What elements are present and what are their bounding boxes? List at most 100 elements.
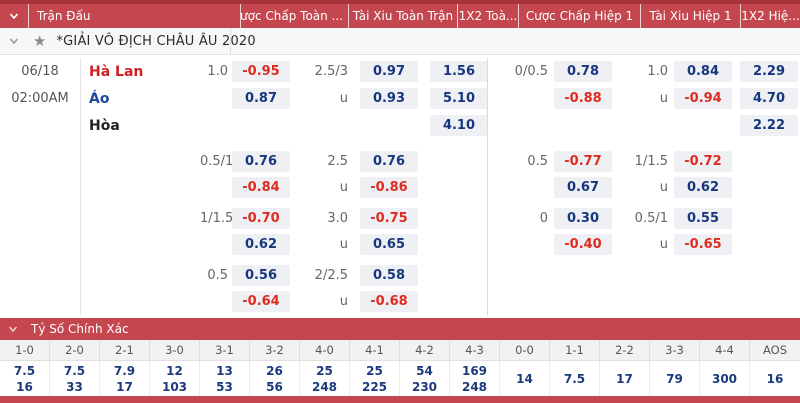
score-odds[interactable]: 54 [416,363,433,378]
score-odds[interactable]: 25 [316,363,333,378]
odds-under-h1[interactable]: -0.94 [674,88,732,109]
correct-score-title: Tỷ Số Chính Xác [31,322,129,336]
score-odds-column: 7.5 16 [0,361,50,396]
star-icon[interactable]: ★ [33,31,47,50]
score-odds[interactable]: 225 [361,379,388,394]
odds-handicap-ft-home[interactable]: 0.76 [232,150,290,172]
score-odds[interactable]: 7.5 [563,371,586,386]
column-header-handicap-h1: Cược Chấp Hiệp 1 [518,4,640,28]
odds-handicap-h1-away[interactable]: -0.88 [554,88,612,109]
score-odds[interactable]: 26 [266,363,283,378]
score-column-label: 3-0 [150,340,200,360]
odds-under-h1[interactable]: -0.65 [674,233,732,255]
score-odds[interactable]: 300 [711,371,738,386]
odds-under-ft[interactable]: 0.93 [360,88,418,109]
score-odds[interactable]: 248 [461,379,488,394]
match-time: 02:00AM [11,91,69,106]
score-column-label: 4-2 [400,340,450,360]
score-odds[interactable]: 230 [411,379,438,394]
score-odds[interactable]: 16 [16,379,33,394]
odds-over-ft[interactable]: 0.97 [360,61,418,82]
odds-1x2-ft-away[interactable]: 5.10 [430,88,488,109]
correct-score-header: 1-0 2-0 2-1 3-0 3-1 3-2 4-0 4-1 4-2 4-3 … [0,340,800,361]
under-label: u [339,236,348,252]
score-odds[interactable]: 53 [216,379,233,394]
score-odds[interactable]: 248 [311,379,338,394]
score-odds[interactable]: 12 [166,363,183,378]
score-odds[interactable]: 79 [666,371,683,386]
odds-handicap-ft-away[interactable]: 0.62 [232,233,290,255]
handicap-line-ft: 0.5/1 [200,153,234,169]
score-column-label: 1-0 [0,340,50,360]
under-label: u [339,293,348,309]
score-odds-column: 13 53 [200,361,250,396]
odds-handicap-h1-home[interactable]: -0.77 [554,150,612,172]
score-odds[interactable]: 103 [161,379,188,394]
score-odds-column: 7.9 17 [100,361,150,396]
correct-score-bar[interactable]: Tỷ Số Chính Xác [0,318,800,340]
odds-handicap-h1-home[interactable]: 0.30 [554,207,612,229]
score-odds[interactable]: 7.5 [63,363,86,378]
handicap-line-h1: 0.5 [527,153,548,169]
score-column-label: 4-3 [450,340,500,360]
score-odds[interactable]: 56 [266,379,283,394]
chevron-down-icon [9,11,19,21]
score-odds[interactable]: 33 [66,379,83,394]
league-divider [230,28,231,54]
score-odds[interactable]: 14 [516,371,533,386]
score-column-label: 0-0 [500,340,550,360]
odds-row-away: 02:00AM Áo 0.87 u 0.93 5.10 -0.88 u -0.9… [0,85,800,112]
league-row[interactable]: ★ *GIẢI VÔ ĐỊCH CHÂU ÂU 2020 [0,28,800,55]
score-odds[interactable]: 169 [461,363,488,378]
odds-handicap-h1-home[interactable]: 0.78 [554,61,612,82]
odds-1x2-ft-draw[interactable]: 4.10 [430,115,488,136]
odds-1x2-ft-home[interactable]: 1.56 [430,61,488,82]
score-odds[interactable]: 17 [116,379,133,394]
score-odds-column: 26 56 [250,361,300,396]
score-column-label: 3-2 [250,340,300,360]
score-odds[interactable]: 7.5 [13,363,36,378]
score-odds[interactable]: 25 [366,363,383,378]
odds-over-h1[interactable]: 0.84 [674,61,732,82]
score-odds-column: 17 [600,361,650,396]
odds-under-h1[interactable]: 0.62 [674,176,732,198]
score-odds[interactable]: 17 [616,371,633,386]
odds-over-ft[interactable]: -0.75 [360,207,418,229]
under-label: u [339,179,348,195]
score-odds[interactable]: 13 [216,363,233,378]
odds-over-h1[interactable]: 0.55 [674,207,732,229]
odds-handicap-ft-away[interactable]: -0.84 [232,176,290,198]
correct-score-values: 7.5 16 7.5 33 7.9 17 12 103 13 53 26 56 … [0,361,800,396]
odds-row: 0.62 u 0.65 -0.40 u -0.65 [0,231,800,257]
odds-under-ft[interactable]: -0.86 [360,176,418,198]
overunder-line-h1: 1.0 [647,64,668,79]
odds-handicap-ft-away[interactable]: -0.64 [232,290,290,312]
score-odds-column: 16 [750,361,800,396]
under-label: u [659,91,668,106]
odds-over-h1[interactable]: -0.72 [674,150,732,172]
odds-over-ft[interactable]: 0.58 [360,264,418,286]
odds-1x2-h1-away[interactable]: 4.70 [740,88,798,109]
odds-over-ft[interactable]: 0.76 [360,150,418,172]
odds-handicap-ft-away[interactable]: 0.87 [232,88,290,109]
score-odds-column: 7.5 [550,361,600,396]
header-collapse-control[interactable] [0,4,28,28]
odds-handicap-ft-home[interactable]: 0.56 [232,264,290,286]
score-odds[interactable]: 16 [766,371,784,386]
chevron-down-icon[interactable] [9,36,19,46]
chevron-down-icon[interactable] [8,324,18,334]
odds-1x2-h1-home[interactable]: 2.29 [740,61,798,82]
odds-handicap-h1-away[interactable]: 0.67 [554,176,612,198]
odds-row-home: 06/18 Hà Lan 1.0 -0.95 2.5/3 0.97 1.56 0… [0,58,800,85]
odds-1x2-h1-draw[interactable]: 2.22 [740,115,798,136]
odds-under-ft[interactable]: 0.65 [360,233,418,255]
odds-handicap-h1-away[interactable]: -0.40 [554,233,612,255]
score-odds[interactable]: 7.9 [113,363,136,378]
score-column-label: 2-0 [50,340,100,360]
odds-under-ft[interactable]: -0.68 [360,290,418,312]
odds-handicap-ft-home[interactable]: -0.70 [232,207,290,229]
score-column-label: 3-3 [650,340,700,360]
score-odds-column: 300 [700,361,750,396]
handicap-line-ft: 0.5 [207,267,228,283]
odds-handicap-ft-home[interactable]: -0.95 [232,61,290,82]
